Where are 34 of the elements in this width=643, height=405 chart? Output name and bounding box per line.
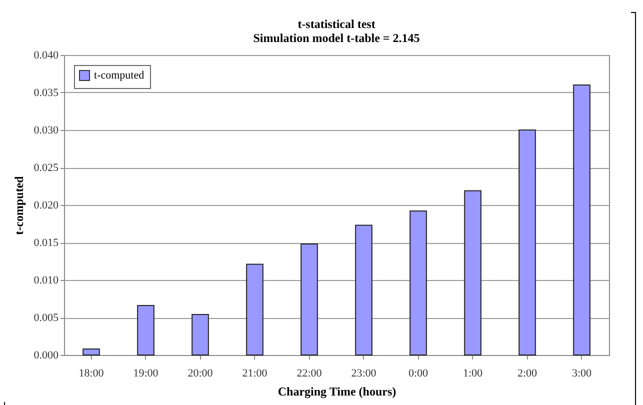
y-tick-label: 0.020 <box>34 200 59 212</box>
bar <box>410 210 427 356</box>
legend-label: t-computed <box>94 70 145 82</box>
x-tick-label: 18:00 <box>78 368 104 380</box>
y-tick-label: 0.005 <box>34 312 59 324</box>
y-tick-label: 0.035 <box>34 87 59 99</box>
bar <box>300 244 318 356</box>
bar <box>192 314 209 356</box>
x-tick-label: 21:00 <box>242 368 268 380</box>
y-tick-label: 0.015 <box>34 237 59 249</box>
x-tick-label: 3:00 <box>572 368 592 380</box>
x-tick-label: 2:00 <box>517 368 538 380</box>
x-tick-label: 20:00 <box>188 368 214 380</box>
bar <box>82 348 100 356</box>
x-tick-label: 0:00 <box>408 368 429 380</box>
y-axis-title: t-computed <box>12 176 26 235</box>
bar <box>573 84 590 356</box>
x-tick-label: 22:00 <box>296 368 322 380</box>
x-axis-title: Charging Time (hours) <box>278 384 396 398</box>
chart-subtitle: Simulation model t-table = 2.145 <box>253 31 420 45</box>
bar <box>355 224 372 356</box>
bar <box>464 190 482 356</box>
y-tick-label: 0.010 <box>34 274 59 286</box>
y-tick-label: 0.000 <box>34 350 59 362</box>
y-tick-label: 0.040 <box>34 50 59 62</box>
y-tick-label: 0.030 <box>34 124 59 136</box>
x-tick-label: 23:00 <box>351 368 377 380</box>
bar <box>137 305 154 356</box>
bar <box>518 130 536 356</box>
y-tick-label: 0.025 <box>34 162 59 174</box>
x-tick-label: 19:00 <box>133 368 159 380</box>
bar <box>246 264 264 356</box>
x-tick-label: 1:00 <box>462 368 484 380</box>
chart-title: t-statistical test <box>298 17 376 31</box>
